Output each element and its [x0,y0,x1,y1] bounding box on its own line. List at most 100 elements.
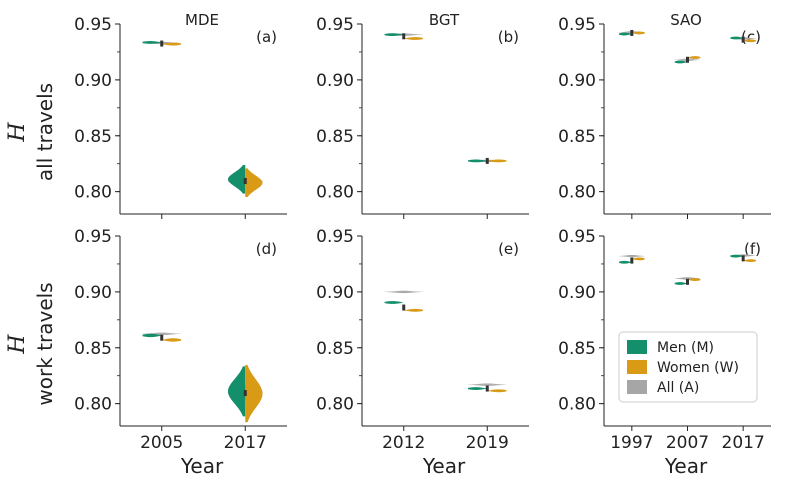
y-tick-label: 0.95 [316,227,354,247]
column-title-bgt: BGT [429,11,460,29]
y-tick-label: 0.95 [558,227,596,247]
violin-men [384,301,404,304]
violin-women [631,257,645,261]
violin-women [631,31,645,35]
row-label-all-travels: all travels [33,83,57,181]
panel-f: 0.80 0.85 0.90 0.95 (f) 1997 2007 2017 [558,227,771,453]
column-title-sao: SAO [670,11,702,29]
panel-e: 0.80 0.85 0.90 0.95 (e) 2012 2019 [316,227,529,453]
violin-women [403,37,423,40]
y-tick-label: 0.85 [316,127,354,147]
violin-women [161,42,181,46]
x-axis-labels: Year Year Year [180,454,708,478]
violin-women [245,168,263,198]
violin-women [487,159,507,163]
violin-all-top [674,277,701,279]
y-tick-label: 0.95 [558,15,596,35]
median-marker [686,56,689,63]
panels: 0.80 0.85 0.90 0.95 (a) 0.80 0.85 0.90 0.95 (b) 0.… [74,15,771,453]
y-tick-label: 0.85 [558,339,596,359]
violin-men [142,333,162,338]
y-tick-label: 0.95 [316,15,354,35]
violin-all-bottom [468,384,507,386]
y-tick-label: 0.90 [74,283,112,303]
violin-women [245,364,263,423]
y-tick-label: 0.80 [558,395,596,415]
median-marker [741,255,745,262]
median-marker [686,278,689,285]
y-tick-label: 0.90 [558,283,596,303]
panel-letter: (e) [498,240,519,258]
y-tick-label: 0.80 [316,395,354,415]
legend-label-men: Men (M) [657,340,714,356]
legend: Men (M) Women (W) All (A) [618,331,758,403]
column-title-mde: MDE [185,11,219,29]
y-tick-label: 0.80 [316,183,354,203]
median-marker [243,178,247,185]
y-tick-label: 0.90 [74,71,112,91]
panel-letter: (d) [256,240,277,258]
xlabel-mde: Year [180,454,224,478]
violin-all-bottom [619,256,645,258]
violin-men [142,41,162,44]
x-tick-label: 1997 [610,433,653,453]
violin-all-top [468,383,507,385]
y-tick-label: 0.95 [74,227,112,247]
y-tick-label: 0.90 [558,71,596,91]
violin-men [730,36,744,40]
row-labels: H all travels H work travels [5,83,57,406]
violin-all-top [384,290,423,292]
violin-women [687,278,701,281]
violin-men [730,254,744,258]
median-marker [741,36,745,43]
xlabel-sao: Year [664,454,708,478]
legend-swatch-women [627,360,647,374]
panel-letter: (a) [256,28,277,46]
median-marker [402,304,406,311]
violin-men [674,282,688,285]
legend-box [618,331,758,403]
row-symbol-all: H [5,122,30,143]
y-tick-label: 0.90 [316,71,354,91]
y-tick-label: 0.85 [558,127,596,147]
violin-all-bottom [384,291,423,294]
violin-all-top [619,254,645,257]
y-tick-label: 0.85 [74,127,112,147]
median-marker [160,40,164,47]
panel-d: 0.80 0.85 0.90 0.95 (d) 2005 2017 [74,227,287,453]
violin-women [161,338,181,342]
x-tick-label: 2012 [382,433,425,453]
violin-men [227,366,246,417]
median-marker [243,390,247,397]
legend-swatch-all [627,380,647,394]
panel-letter: (b) [498,28,519,46]
violin-men [468,159,488,163]
median-marker [402,33,406,40]
y-tick-label: 0.95 [74,15,112,35]
violin-men [619,32,632,36]
xlabel-bgt: Year [422,454,466,478]
x-tick-label: 2017 [722,433,765,453]
y-tick-label: 0.80 [74,395,112,415]
median-marker [485,157,489,164]
column-titles: MDE BGT SAO [185,11,702,29]
legend-label-women: Women (W) [657,360,739,376]
y-tick-label: 0.85 [74,339,112,359]
y-tick-label: 0.90 [316,283,354,303]
y-tick-label: 0.85 [316,339,354,359]
legend-label-all: All (A) [657,380,699,396]
x-tick-label: 2017 [224,433,267,453]
panel-a: 0.80 0.85 0.90 0.95 (a) [74,15,287,219]
median-marker [630,29,634,36]
row-symbol-work: H [5,334,30,355]
y-tick-label: 0.80 [558,183,596,203]
panel-letter: (f) [744,240,761,258]
violin-women [743,259,756,262]
x-tick-label: 2005 [140,433,183,453]
violin-women [743,39,756,43]
violin-all-top [142,332,181,334]
violin-men [619,260,632,264]
violin-men [227,165,246,194]
row-label-work-travels: work travels [33,282,57,405]
violin-men [674,60,688,64]
